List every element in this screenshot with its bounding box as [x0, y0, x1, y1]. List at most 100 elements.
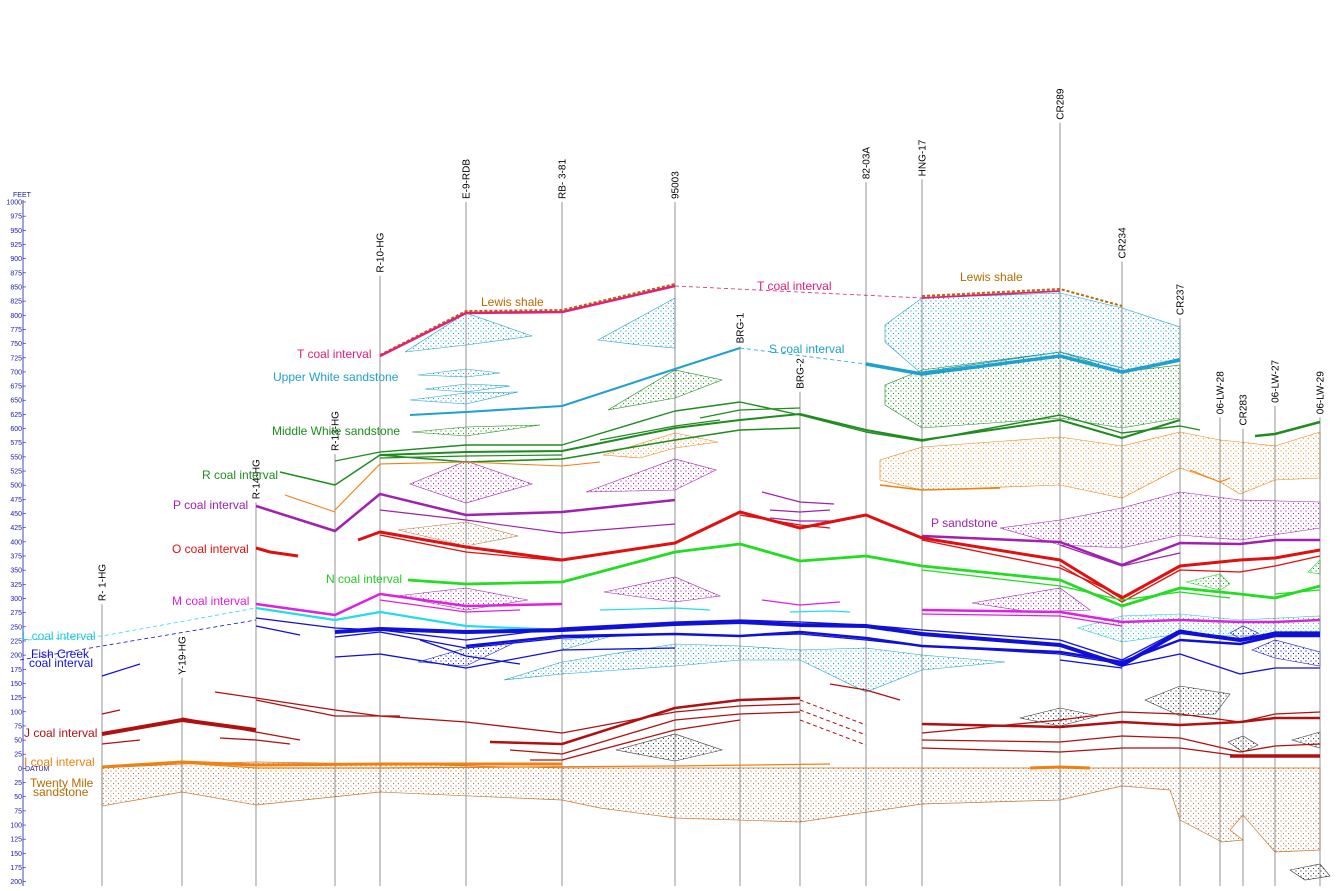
well-name-label: HNG-17 [918, 139, 929, 176]
sandstone-bodies [101, 292, 1331, 881]
p-coal-line [769, 509, 831, 513]
n-coal-line [921, 569, 1231, 601]
j-coal-line [181, 717, 301, 741]
p-coal-line [921, 534, 1320, 567]
r-coal-label: R coal interval [202, 468, 278, 482]
axis-tick-label: 575 [10, 440, 22, 447]
sandstone-body [417, 368, 501, 378]
o-coal-line [357, 510, 1321, 600]
t-coal-label: T coal interval [757, 279, 831, 293]
axis-tick-label: 325 [10, 582, 22, 589]
axis-tick-label: 825 [10, 299, 22, 306]
l-coal-line [27, 607, 257, 641]
well-name-label: Y-19-HG [178, 636, 189, 675]
sandstone-body [411, 424, 541, 437]
axis-tick-label: 700 [10, 369, 22, 376]
axis-tick-label: 600 [10, 426, 22, 433]
well-name-label: R- 1-HG [98, 564, 109, 601]
sandstone-body [1289, 863, 1331, 881]
unit-labels: Lewis shale Lewis shale T coal interval … [22, 270, 1023, 799]
axis-tick-label: 50 [14, 738, 22, 745]
well-name-label: CR283 [1239, 394, 1250, 426]
axis-tick-label: 300 [10, 596, 22, 603]
orange-line [879, 484, 1001, 491]
axis-tick-label: 775 [10, 327, 22, 334]
sandstone-body [1307, 559, 1321, 575]
correlation-lines [19, 283, 1321, 770]
fish-creek-line [334, 647, 676, 669]
axis-tick-label: 25 [14, 752, 22, 759]
axis-tick-label: 125 [10, 837, 22, 844]
axis-tick-label: 425 [10, 525, 22, 532]
j-coal-line [509, 711, 801, 755]
axis-tick-label: 625 [10, 412, 22, 419]
t-coal-line [674, 285, 923, 299]
o-coal-label: O coal interval [172, 542, 249, 556]
axis-tick-label: 550 [10, 454, 22, 461]
j-coal-line [829, 683, 901, 701]
well-name-label: R-14-HG [252, 459, 263, 499]
axis-tick-label: 225 [10, 638, 22, 645]
o-coal-line [921, 539, 1123, 597]
axis-tick-label: 150 [10, 681, 22, 688]
axis-tick-label: 950 [10, 228, 22, 235]
axis-tick-label: 75 [14, 808, 22, 815]
fish-creek-line [101, 663, 141, 677]
axis-tick-label: 275 [10, 610, 22, 617]
sandstone-body [101, 761, 1321, 853]
sandstone-body [424, 383, 511, 393]
upper-white-label: Upper White sandstone [273, 370, 399, 384]
well-name-label: RB- 3-81 [558, 159, 569, 199]
lewis-shale-label: Lewis shale [960, 270, 1023, 284]
j-coal-line [255, 699, 400, 717]
p-coal-line [769, 517, 832, 522]
p-coal-label: P coal interval [173, 498, 248, 512]
well-name-label: 06-LW-28 [1216, 371, 1227, 414]
lewis-shale-top [379, 283, 676, 356]
j-coal-line [921, 711, 1321, 734]
i-coal-line [181, 762, 831, 769]
axis-tick-label: 925 [10, 242, 22, 249]
twenty-mile-label: Twenty Mile [30, 776, 94, 790]
fish-creek-label: Fish Creek [31, 647, 90, 661]
middle-white-line [699, 407, 801, 419]
axis-tick-label: 200 [10, 653, 22, 660]
j-coal-line [219, 737, 291, 745]
lewis-shale-label: Lewis shale [481, 295, 544, 309]
j-coal-line [101, 739, 141, 745]
n-coal-line [407, 542, 1321, 608]
well-name-label: 95003 [671, 171, 682, 199]
s-coal-line [865, 354, 1181, 376]
axis-tick-label: 500 [10, 483, 22, 490]
well-name-label: R-13-HG [331, 411, 342, 451]
m-coal-line [921, 608, 1321, 624]
o-coal-line [739, 514, 831, 529]
j-coal-line [214, 691, 801, 734]
j-coal-line [101, 718, 257, 736]
axis-tick-label: 75 [14, 723, 22, 730]
sandstone-body [879, 431, 1321, 499]
datum-label: DATUM [25, 766, 50, 773]
axis-tick-label: 975 [10, 214, 22, 221]
axis-tick-label: 900 [10, 256, 22, 263]
p-coal-line [1059, 544, 1181, 567]
sandstone-body [597, 297, 676, 349]
i-coal-line [1029, 765, 1091, 770]
j-coal-label: J coal interval [24, 726, 97, 740]
axis-tick-label: 1000 [6, 200, 22, 207]
axis-tick-label: 100 [10, 823, 22, 830]
l-coal-line [789, 610, 851, 613]
orange-line [334, 461, 601, 511]
j-coal-line [101, 709, 121, 715]
j-coal-line [799, 699, 867, 726]
sandstone-body [397, 521, 519, 547]
depth-axis: FEET 10009759509259008758508258007757507… [6, 192, 49, 886]
middle-white-label: Middle White sandstone [272, 424, 400, 438]
axis-tick-label: 800 [10, 313, 22, 320]
sandstone-body [503, 643, 1006, 693]
well-name-label: CR234 [1118, 227, 1129, 259]
fish-creek-line [255, 625, 301, 636]
axis-tick-label: 525 [10, 469, 22, 476]
i-coal-label: I coal interval [24, 755, 95, 769]
o-coal-line [1059, 555, 1321, 603]
